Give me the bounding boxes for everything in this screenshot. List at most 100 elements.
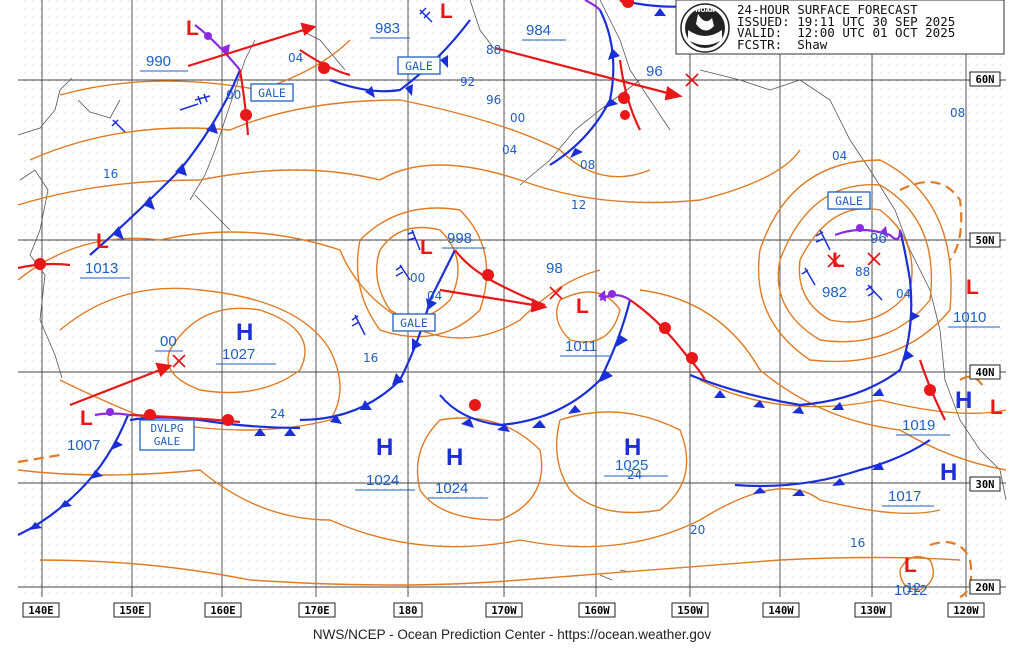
svg-text:150E: 150E	[119, 605, 144, 617]
pressure-value: 1011	[565, 338, 597, 355]
svg-text:08: 08	[950, 106, 965, 120]
svg-text:00: 00	[510, 111, 525, 125]
svg-text:H: H	[236, 319, 253, 346]
pressure-value: 1024	[366, 472, 399, 489]
svg-text:170W: 170W	[491, 605, 517, 617]
svg-text:12: 12	[906, 581, 921, 595]
svg-text:L: L	[576, 295, 589, 318]
pressure-value: 983	[375, 20, 400, 37]
cold-front-barbs	[29, 8, 920, 530]
svg-text:GALE: GALE	[258, 86, 286, 100]
pressure-value: 1025	[615, 457, 648, 474]
svg-text:L: L	[832, 249, 845, 272]
svg-text:130W: 130W	[860, 605, 886, 617]
svg-text:24: 24	[627, 468, 642, 482]
svg-text:92: 92	[460, 75, 475, 89]
pressure-value: 1027	[222, 346, 255, 363]
svg-text:60N: 60N	[976, 74, 995, 86]
svg-text:NOAA: NOAA	[695, 7, 715, 14]
svg-text:L: L	[420, 236, 433, 259]
forecast-positions	[172, 73, 881, 368]
svg-text:GALE: GALE	[835, 194, 863, 208]
svg-text:L: L	[966, 276, 979, 299]
svg-text:L: L	[990, 396, 1003, 419]
pressure-value: 96	[646, 63, 663, 80]
svg-text:GALE: GALE	[154, 435, 181, 448]
svg-text:16: 16	[363, 351, 378, 365]
svg-text:H: H	[624, 434, 641, 461]
pressure-value: 96	[870, 230, 887, 247]
pressure-value: 1012	[894, 582, 927, 599]
wind-barbs	[111, 7, 883, 336]
svg-text:GALE: GALE	[400, 316, 428, 330]
footer-credit: NWS/NCEP - Ocean Prediction Center - htt…	[312, 627, 712, 642]
svg-text:H: H	[446, 444, 463, 471]
svg-text:H: H	[955, 387, 972, 414]
svg-text:20: 20	[690, 523, 705, 537]
svg-text:96: 96	[486, 93, 501, 107]
occluded-symbols	[106, 32, 888, 416]
svg-text:30N: 30N	[976, 479, 995, 491]
svg-text:120W: 120W	[953, 605, 979, 617]
svg-text:24: 24	[270, 407, 285, 421]
svg-text:L: L	[904, 554, 917, 577]
svg-text:GALE: GALE	[405, 59, 433, 73]
pressure-value: 00	[160, 333, 177, 350]
trough-lines	[899, 180, 986, 598]
valid-time: VALID: 12:00 UTC 01 OCT 2025	[737, 25, 956, 40]
graticule	[18, 0, 1006, 597]
svg-text:04: 04	[427, 289, 442, 303]
coastlines	[17, 0, 1007, 581]
storm-tracks	[69, 22, 683, 407]
pressure-value: 1017	[888, 488, 921, 505]
svg-text:H: H	[376, 434, 393, 461]
pressure-value: 1010	[953, 309, 986, 326]
svg-text:50N: 50N	[976, 235, 995, 247]
svg-text:DVLPG: DVLPG	[150, 422, 183, 435]
pressure-value: 982	[822, 284, 847, 301]
pressure-symbols: L L L L L L L L L L H H H H H H	[80, 0, 1003, 577]
pressure-value: 1024	[435, 480, 468, 497]
forecast-header: 24-HOUR SURFACE FORECAST ISSUED: 19:11 UT…	[737, 4, 955, 50]
svg-text:04: 04	[502, 143, 517, 157]
latitude-labels: 60N 50N 40N 30N 20N	[969, 71, 1001, 595]
svg-text:160W: 160W	[584, 605, 610, 617]
svg-text:20N: 20N	[976, 582, 995, 594]
svg-text:16: 16	[103, 167, 118, 181]
svg-text:L: L	[440, 0, 453, 23]
pressure-value: 984	[526, 22, 551, 39]
svg-text:L: L	[80, 407, 93, 430]
svg-text:140E: 140E	[28, 605, 53, 617]
longitude-labels: 140E 150E 160E 170E 180 170W 160W 150W 1…	[22, 602, 985, 618]
svg-text:08: 08	[580, 158, 595, 172]
svg-text:12: 12	[571, 198, 586, 212]
svg-text:04: 04	[832, 149, 847, 163]
pressure-value: 1007	[67, 437, 100, 454]
svg-text:40N: 40N	[976, 367, 995, 379]
gale-warnings: GALE GALE GALE GALE DVLPG GALE	[139, 56, 871, 451]
svg-text:160E: 160E	[210, 605, 235, 617]
svg-text:00: 00	[410, 271, 425, 285]
forecaster: FCSTR: Shaw	[737, 36, 828, 52]
warm-front-bumps	[34, 0, 936, 426]
forecast-title: 24-HOUR SURFACE FORECAST	[737, 2, 918, 17]
svg-text:170E: 170E	[304, 605, 329, 617]
svg-text:150W: 150W	[677, 605, 703, 617]
svg-text:L: L	[186, 17, 199, 40]
svg-text:L: L	[96, 230, 109, 253]
svg-text:00: 00	[226, 88, 241, 102]
pressure-value: 998	[447, 230, 472, 247]
pressure-value: 990	[146, 53, 171, 70]
dot-grid	[18, 0, 1006, 597]
svg-text:88: 88	[855, 265, 870, 279]
issued-time: ISSUED: 19:11 UTC 30 SEP 2025	[737, 13, 956, 29]
svg-text:H: H	[940, 459, 957, 486]
noaa-logo-icon: NOAA	[680, 3, 730, 53]
pressure-value: 98	[546, 260, 563, 277]
svg-text:88: 88	[486, 43, 501, 57]
svg-text:140W: 140W	[768, 605, 794, 617]
pressure-underlines	[80, 37, 1000, 507]
svg-text:16: 16	[850, 536, 865, 550]
